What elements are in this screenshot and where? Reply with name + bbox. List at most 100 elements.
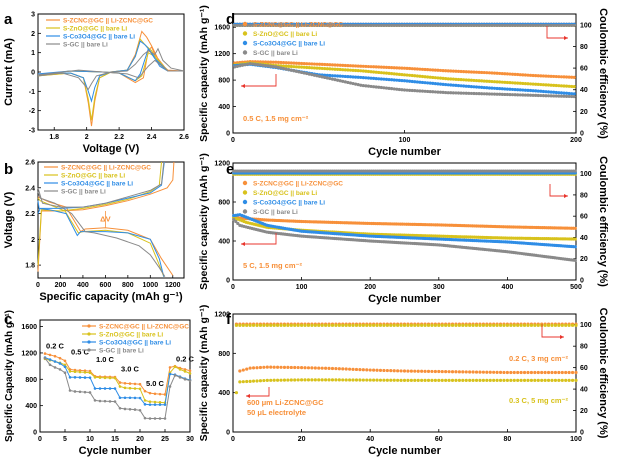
- ce-point: [274, 23, 278, 28]
- y-tick-label: -3: [29, 128, 35, 135]
- rate-point: [88, 371, 92, 375]
- capacity-point: [368, 368, 372, 372]
- rate-label: 0.2 C: [176, 355, 195, 364]
- y-tick-label: 0: [226, 131, 230, 138]
- capacity-point: [539, 89, 543, 93]
- capacity-point: [503, 80, 507, 84]
- capacity-point: [402, 79, 407, 83]
- capacity-point: [341, 367, 345, 371]
- ce-point: [289, 323, 293, 327]
- capacity-point: [305, 62, 309, 66]
- capacity-point: [377, 70, 381, 75]
- y2-tick-label: 80: [580, 192, 588, 199]
- capacity-point: [477, 70, 481, 74]
- rate-point: [133, 387, 137, 390]
- ce-point: [294, 23, 299, 28]
- capacity-point: [261, 60, 265, 64]
- capacity-point: [415, 89, 419, 93]
- ce-point: [337, 323, 341, 327]
- capacity-point: [559, 84, 564, 88]
- y-axis-title: Voltage (V): [3, 191, 15, 248]
- ce-point: [359, 23, 363, 28]
- rate-point: [183, 377, 187, 381]
- capacity-point: [490, 79, 494, 84]
- y2-axis-title: Coulombic efficiency (%): [597, 308, 609, 439]
- capacity-point: [359, 69, 363, 73]
- capacity-point: [330, 378, 335, 382]
- rate-point: [113, 387, 117, 390]
- capacity-point: [543, 370, 547, 375]
- capacity-point: [553, 378, 558, 382]
- capacity-point: [503, 92, 507, 97]
- capacity-point: [405, 79, 409, 83]
- capacity-point: [361, 69, 365, 73]
- ce-point: [498, 323, 503, 327]
- capacity-point: [382, 77, 386, 81]
- capacity-point: [459, 84, 463, 88]
- capacity-point: [472, 91, 476, 96]
- ce-point: [266, 23, 270, 28]
- rate-point: [133, 396, 137, 400]
- ce-point: [573, 169, 577, 173]
- capacity-point: [564, 94, 569, 98]
- capacity-point: [426, 89, 430, 94]
- capacity-point: [471, 378, 475, 382]
- ce-point: [406, 323, 410, 327]
- capacity-point: [410, 88, 414, 93]
- rate-point: [173, 365, 177, 369]
- capacity-point: [307, 62, 311, 66]
- ce-point: [279, 23, 283, 28]
- capacity-point: [310, 66, 314, 70]
- capacity-point: [289, 365, 293, 370]
- axis-arrow: [549, 184, 568, 197]
- capacity-point: [498, 80, 502, 84]
- ce-point: [312, 23, 317, 28]
- rate-point: [108, 387, 112, 390]
- ce-point: [384, 23, 389, 28]
- ce-point: [241, 323, 245, 327]
- capacity-point: [420, 74, 425, 79]
- ce-point: [512, 323, 516, 327]
- ce-point: [328, 23, 332, 28]
- ce-point: [251, 323, 256, 327]
- ce-point: [574, 323, 578, 327]
- ce-point: [348, 23, 353, 28]
- capacity-point: [546, 370, 551, 375]
- capacity-point: [482, 92, 486, 96]
- capacity-point: [379, 71, 383, 75]
- ce-point: [474, 23, 479, 28]
- capacity-point: [282, 378, 287, 382]
- capacity-point: [402, 73, 407, 77]
- capacity-point: [346, 68, 350, 72]
- capacity-point: [323, 62, 327, 67]
- rate-point: [168, 366, 172, 369]
- rate-label: 1.0 C: [96, 355, 115, 364]
- capacity-point: [562, 75, 566, 79]
- ce-point: [564, 323, 568, 327]
- capacity-point: [413, 89, 417, 93]
- capacity-point: [415, 67, 419, 71]
- capacity-point: [428, 75, 432, 79]
- capacity-point: [451, 83, 455, 87]
- capacity-point: [521, 88, 525, 92]
- capacity-point: [410, 67, 414, 71]
- ce-point: [382, 323, 386, 327]
- capacity-point: [369, 84, 373, 89]
- capacity-point: [262, 365, 266, 369]
- legend-label: S-Co3O4@GC || bare Li: [253, 40, 325, 47]
- cv-curve-blue: [37, 40, 184, 103]
- ce-point: [464, 323, 468, 327]
- capacity-point: [490, 71, 494, 75]
- x-tick-label: 5: [63, 436, 67, 443]
- capacity-point: [505, 87, 509, 91]
- ce-point: [430, 323, 434, 327]
- ce-point: [300, 323, 304, 327]
- capacity-point: [498, 71, 502, 76]
- ce-point: [392, 23, 396, 28]
- capacity-point: [482, 85, 486, 90]
- capacity-point: [241, 380, 245, 384]
- ce-point: [396, 323, 400, 327]
- capacity-point: [395, 87, 399, 91]
- rate-point: [103, 387, 107, 390]
- ce-point: [567, 323, 571, 327]
